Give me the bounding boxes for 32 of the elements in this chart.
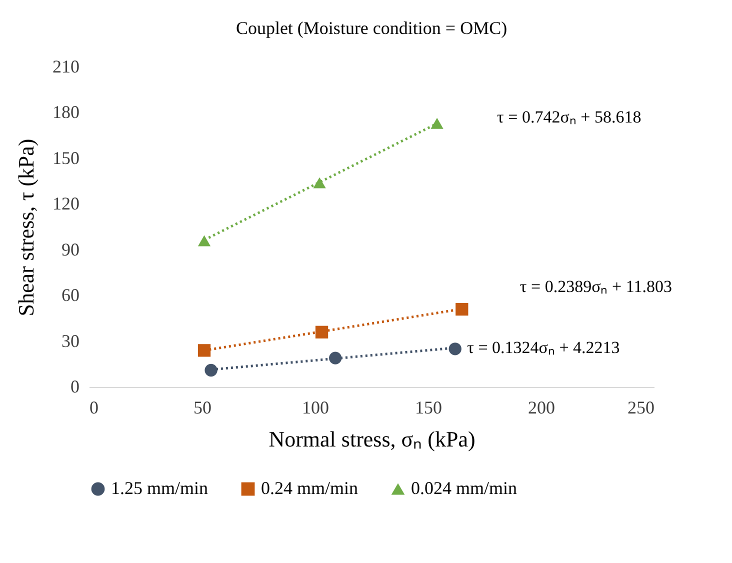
annotation: τ = 0.2389σₙ + 11.803 xyxy=(520,276,672,296)
point xyxy=(198,344,211,357)
point xyxy=(198,235,211,246)
point xyxy=(204,364,218,377)
point xyxy=(315,326,328,338)
annotation: τ = 0.1324σₙ + 4.2213 xyxy=(467,338,620,357)
legend-label: 0.24 mm/min xyxy=(261,478,358,498)
legend-label: 0.024 mm/min xyxy=(411,478,518,498)
point xyxy=(456,302,468,316)
x-tick-label: 100 xyxy=(302,398,329,418)
x-tick-label: 250 xyxy=(628,398,654,418)
x-tick-label: 200 xyxy=(528,398,555,418)
y-tick-label: 180 xyxy=(52,102,80,122)
point xyxy=(329,352,342,364)
y-tick-label: 90 xyxy=(62,239,80,260)
chart-title: Couplet (Moisture condition = OMC) xyxy=(236,18,508,38)
y-axis-title: Shear stress, τ (kPa) xyxy=(14,138,38,316)
x-tick-label: 50 xyxy=(194,398,212,418)
point xyxy=(430,118,444,129)
point xyxy=(448,342,462,356)
legend-label: 1.25 mm/min xyxy=(111,478,208,498)
y-tick-label: 0 xyxy=(70,376,80,396)
x-tick-label: 0 xyxy=(90,398,98,418)
y-tick-label: 150 xyxy=(52,148,80,168)
x-axis-title: Normal stress, σₙ (kPa) xyxy=(268,426,476,452)
annotation: τ = 0.742σₙ + 58.618 xyxy=(497,108,642,127)
y-tick-label: 30 xyxy=(62,330,80,351)
y-tick-label: 60 xyxy=(62,285,80,306)
point xyxy=(313,177,326,188)
y-tick-label: 210 xyxy=(52,56,80,76)
y-tick-label: 120 xyxy=(52,194,80,214)
x-tick-label: 150 xyxy=(415,398,442,418)
